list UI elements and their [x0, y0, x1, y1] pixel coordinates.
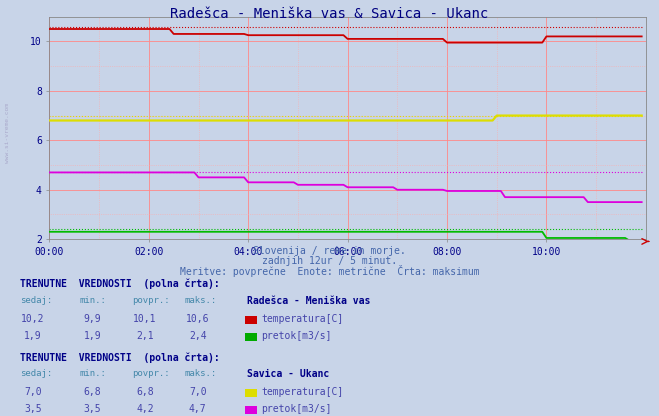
Text: 10,2: 10,2 [21, 314, 45, 324]
Text: 7,0: 7,0 [189, 387, 206, 397]
Text: 3,5: 3,5 [84, 404, 101, 414]
Text: min.:: min.: [79, 296, 106, 305]
Text: sedaj:: sedaj: [20, 369, 52, 378]
Text: zadnjih 12ur / 5 minut.: zadnjih 12ur / 5 minut. [262, 256, 397, 266]
Text: TRENUTNE  VREDNOSTI  (polna črta):: TRENUTNE VREDNOSTI (polna črta): [20, 279, 219, 289]
Text: povpr.:: povpr.: [132, 296, 169, 305]
Text: maks.:: maks.: [185, 369, 217, 378]
Text: Savica - Ukanc: Savica - Ukanc [247, 369, 330, 379]
Text: Slovenija / reke in morje.: Slovenija / reke in morje. [253, 246, 406, 256]
Text: povpr.:: povpr.: [132, 369, 169, 378]
Text: 1,9: 1,9 [24, 331, 42, 341]
Text: min.:: min.: [79, 369, 106, 378]
Text: TRENUTNE  VREDNOSTI  (polna črta):: TRENUTNE VREDNOSTI (polna črta): [20, 352, 219, 363]
Text: 1,9: 1,9 [84, 331, 101, 341]
Text: 2,1: 2,1 [136, 331, 154, 341]
Text: Meritve: povprečne  Enote: metrične  Črta: maksimum: Meritve: povprečne Enote: metrične Črta:… [180, 265, 479, 277]
Text: 10,1: 10,1 [133, 314, 157, 324]
Text: 10,6: 10,6 [186, 314, 210, 324]
Text: pretok[m3/s]: pretok[m3/s] [262, 331, 332, 341]
Text: 7,0: 7,0 [24, 387, 42, 397]
Text: Radešca - Meniška vas: Radešca - Meniška vas [247, 296, 370, 306]
Text: 4,7: 4,7 [189, 404, 206, 414]
Text: 3,5: 3,5 [24, 404, 42, 414]
Text: 9,9: 9,9 [84, 314, 101, 324]
Text: temperatura[C]: temperatura[C] [262, 314, 344, 324]
Text: sedaj:: sedaj: [20, 296, 52, 305]
Text: 2,4: 2,4 [189, 331, 206, 341]
Text: 4,2: 4,2 [136, 404, 154, 414]
Text: temperatura[C]: temperatura[C] [262, 387, 344, 397]
Text: 6,8: 6,8 [84, 387, 101, 397]
Text: maks.:: maks.: [185, 296, 217, 305]
Text: 6,8: 6,8 [136, 387, 154, 397]
Text: www.si-vreme.com: www.si-vreme.com [5, 103, 11, 163]
Text: Radešca - Meniška vas & Savica - Ukanc: Radešca - Meniška vas & Savica - Ukanc [171, 7, 488, 22]
Text: pretok[m3/s]: pretok[m3/s] [262, 404, 332, 414]
